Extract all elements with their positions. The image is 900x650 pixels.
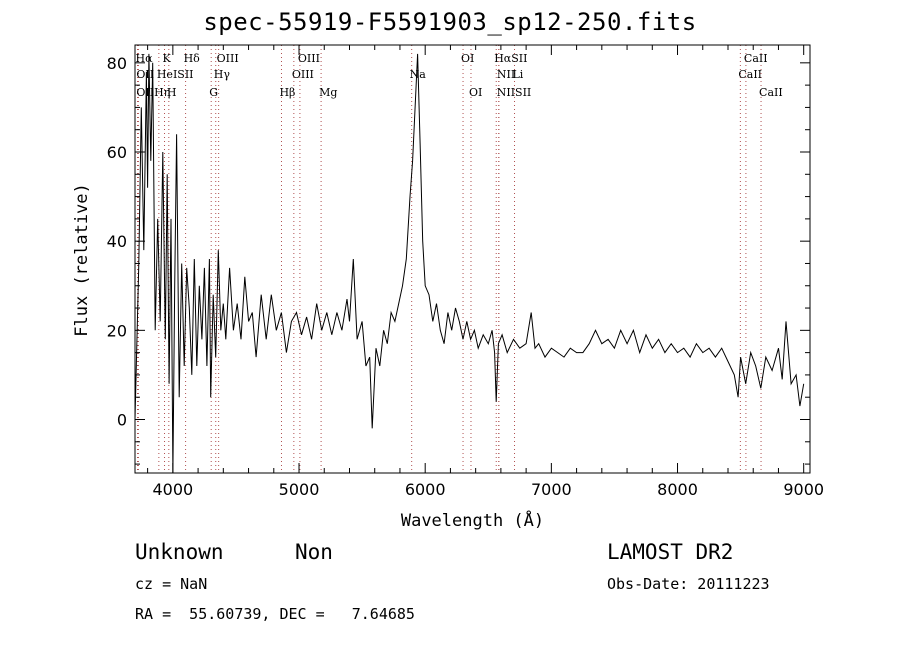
y-tick-label: 20 [107,321,127,340]
spectral-line-label: HeISII [157,68,194,81]
spectral-line-label: NIISII [497,86,532,99]
y-tick-label: 0 [117,411,127,430]
spectral-line-label: Mg [319,86,337,99]
y-tick-label: 80 [107,54,127,73]
y-tick-label: 60 [107,143,127,162]
survey-name: LAMOST DR2 [607,540,734,564]
spectral-line-label: G [209,86,218,99]
x-tick-label: 5000 [279,480,320,499]
line-markers [137,45,762,473]
spectrum-line [134,53,805,474]
class-text: Unknown [135,540,224,564]
spectral-line-label: Hγ [214,68,231,81]
spectral-line-label: Hα [136,52,154,65]
spectral-line-label: OII [136,68,154,81]
axes [134,44,811,474]
spectral-line-label: OIII [298,52,320,65]
spectral-line-labels: Hα K Hδ OIII OIII OI HαSII CaII OII HeISII Hγ OIII N… [136,52,783,99]
spectral-line-label: OI [469,86,482,99]
spectral-line-label: Hβ [279,86,295,99]
chart-title: spec-55919-F5591903_sp12-250.fits [203,8,697,36]
spectral-line-label: OIII [217,52,239,65]
tick-labels: 4000 5000 6000 7000 8000 9000 0 20 40 60 80 [107,54,824,499]
x-tick-label: 7000 [531,480,572,499]
x-tick-label: 4000 [152,480,193,499]
plot-frame [134,44,811,474]
spectral-line-label: Li [513,68,524,81]
x-tick-label: 8000 [657,480,698,499]
coordinates: RA = 55.60739, DEC = 7.64685 [135,605,415,623]
spectral-line-label: HαSII [494,52,527,65]
spectral-line-label: CaII [744,52,768,65]
redshift-text: cz = NaN [135,575,208,593]
spectral-line-label: CaII [738,68,762,81]
y-tick-label: 40 [107,232,127,251]
spectral-line-label: H [167,86,177,99]
obs-date: Obs-Date: 20111223 [607,575,770,593]
y-axis-label: Flux (relative) [72,183,92,337]
x-axis-label: Wavelength (Å) [400,511,545,531]
x-tick-label: 9000 [783,480,824,499]
spectral-line-label: NII [497,68,515,81]
x-tick-label: 6000 [405,480,446,499]
spectral-line-label: OIII [292,68,314,81]
spectral-line-label: Hδ [184,52,201,65]
subclass-text: Non [295,540,333,564]
spectral-line-label: OI [461,52,474,65]
spectral-line-label: K [163,52,172,65]
spectral-line-label: CaII [759,86,783,99]
